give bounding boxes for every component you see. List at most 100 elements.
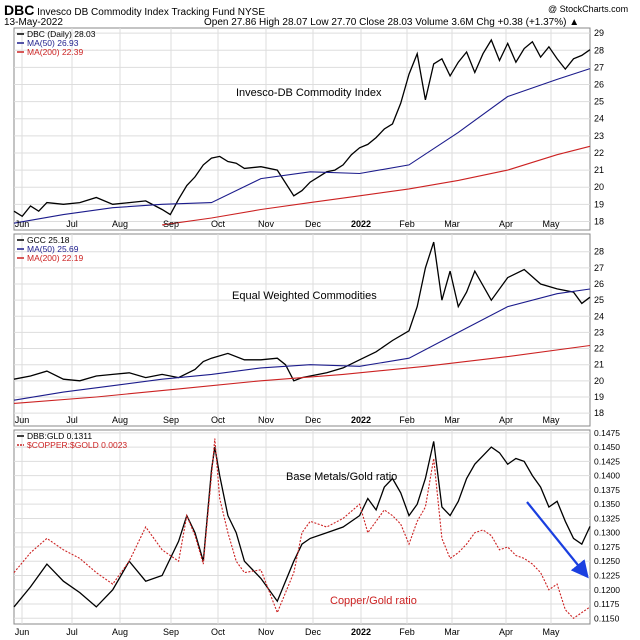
series-line-ma-50- xyxy=(13,288,591,401)
y-tick-label: 0.1325 xyxy=(594,513,620,523)
y-tick-label: 0.1475 xyxy=(594,428,620,438)
x-tick-label: Aug xyxy=(112,415,128,425)
chart-panel-3: 0.1150 0.1175 0.1200 0.1225 0.1250 0.1275 0.13… xyxy=(13,428,620,637)
series-line-ma-200- xyxy=(162,145,591,226)
chart-header: DBC Invesco DB Commodity Index Tracking … xyxy=(4,2,265,18)
x-tick-label: Apr xyxy=(499,415,513,425)
ticker-symbol: DBC xyxy=(4,2,35,18)
y-tick-label: 19 xyxy=(594,392,604,402)
x-tick-label: Apr xyxy=(499,219,513,229)
y-tick-label: 0.1375 xyxy=(594,485,620,495)
y-tick-label: 25 xyxy=(594,295,604,305)
x-tick-label: Jun xyxy=(15,627,30,637)
y-tick-label: 23 xyxy=(594,131,604,141)
x-tick-label: Feb xyxy=(399,627,415,637)
x-tick-label: Sep xyxy=(163,219,179,229)
y-tick-label: 27 xyxy=(594,263,604,273)
x-tick-label: Sep xyxy=(163,627,179,637)
legend-entry: MA(200) 22.19 xyxy=(27,253,83,263)
y-tick-label: 18 xyxy=(594,216,604,226)
annotation-label: Equal Weighted Commodities xyxy=(232,290,377,302)
y-tick-label: 26 xyxy=(594,79,604,89)
y-tick-label: 21 xyxy=(594,360,604,370)
y-tick-label: 0.1350 xyxy=(594,499,620,509)
x-tick-label: May xyxy=(542,219,560,229)
y-tick-label: 0.1250 xyxy=(594,556,620,566)
plot-area xyxy=(13,233,591,427)
series-line-ma-200- xyxy=(13,344,591,404)
x-tick-label: Feb xyxy=(399,415,415,425)
x-tick-label: Apr xyxy=(499,627,513,637)
x-tick-label: Jun xyxy=(15,415,30,425)
legend-entry: $COPPER:$GOLD 0.0023 xyxy=(27,440,127,450)
legend-entry: MA(50) 25.69 xyxy=(27,244,79,254)
y-tick-label: 28 xyxy=(594,45,604,55)
y-tick-label: 27 xyxy=(594,62,604,72)
annotation-label: Copper/Gold ratio xyxy=(330,595,417,607)
annotation-label: Invesco-DB Commodity Index xyxy=(236,87,382,99)
legend-entry: DBB:GLD 0.1311 xyxy=(27,431,92,441)
x-tick-label: 2022 xyxy=(351,415,371,425)
x-tick-label: Nov xyxy=(258,415,275,425)
chart-panel-1: 18 19 20 21 22 23 24 25 26 27 28 29 DBC (Daily) 28.0… xyxy=(13,27,604,231)
y-tick-label: 28 xyxy=(594,247,604,257)
series-line-ma-50- xyxy=(13,68,591,224)
chart-date: 13-May-2022 xyxy=(4,17,63,28)
x-tick-label: Aug xyxy=(112,219,128,229)
x-tick-label: Oct xyxy=(211,219,226,229)
y-tick-label: 22 xyxy=(594,148,604,158)
x-tick-label: Oct xyxy=(211,627,226,637)
x-tick-label: May xyxy=(542,415,560,425)
trend-arrow xyxy=(526,501,589,579)
series-line--copper-gold xyxy=(13,438,591,620)
x-tick-label: Dec xyxy=(305,219,322,229)
x-tick-label: Mar xyxy=(444,627,460,637)
stockcharts-credit[interactable]: @ StockCharts.com xyxy=(548,4,629,14)
series-line-gcc xyxy=(13,241,591,382)
legend-entry: MA(50) 26.93 xyxy=(27,38,79,48)
y-tick-label: 0.1400 xyxy=(594,471,620,481)
quote-line: Open 27.86 High 28.07 Low 27.70 Close 28… xyxy=(204,17,580,28)
series-line-dbc-daily- xyxy=(13,38,591,218)
y-tick-label: 0.1175 xyxy=(594,599,620,609)
y-tick-label: 20 xyxy=(594,182,604,192)
y-tick-label: 0.1150 xyxy=(594,613,620,623)
x-tick-label: Mar xyxy=(444,219,460,229)
y-tick-label: 20 xyxy=(594,376,604,386)
x-tick-label: May xyxy=(542,627,560,637)
y-tick-label: 26 xyxy=(594,279,604,289)
x-tick-label: Aug xyxy=(112,627,128,637)
y-tick-label: 0.1425 xyxy=(594,456,620,466)
x-tick-label: Dec xyxy=(305,415,322,425)
y-tick-label: 24 xyxy=(594,114,604,124)
y-tick-label: 19 xyxy=(594,199,604,209)
x-tick-label: Jun xyxy=(15,219,30,229)
series-line-dbb-gld xyxy=(13,441,591,608)
y-tick-label: 0.1450 xyxy=(594,442,620,452)
plot-area xyxy=(13,429,591,625)
y-tick-label: 0.1200 xyxy=(594,585,620,595)
y-tick-label: 25 xyxy=(594,97,604,107)
x-tick-label: 2022 xyxy=(351,627,371,637)
plot-area xyxy=(13,27,591,231)
x-tick-label: Oct xyxy=(211,415,226,425)
fund-title: Invesco DB Commodity Index Tracking Fund xyxy=(37,7,235,18)
annotation-label: Base Metals/Gold ratio xyxy=(286,471,397,483)
legend-entry: DBC (Daily) 28.03 xyxy=(27,29,96,39)
x-tick-label: Jul xyxy=(66,627,78,637)
x-tick-label: 2022 xyxy=(351,219,371,229)
y-tick-label: 21 xyxy=(594,165,604,175)
y-tick-label: 23 xyxy=(594,327,604,337)
y-tick-label: 22 xyxy=(594,344,604,354)
y-tick-label: 24 xyxy=(594,311,604,321)
x-tick-label: Jul xyxy=(66,219,78,229)
y-tick-label: 0.1225 xyxy=(594,571,620,581)
y-tick-label: 0.1275 xyxy=(594,542,620,552)
exchange-label: NYSE xyxy=(237,7,266,18)
x-tick-label: Feb xyxy=(399,219,415,229)
x-tick-label: Mar xyxy=(444,415,460,425)
y-tick-label: 18 xyxy=(594,408,604,418)
y-tick-label: 0.1300 xyxy=(594,528,620,538)
x-tick-label: Dec xyxy=(305,627,322,637)
